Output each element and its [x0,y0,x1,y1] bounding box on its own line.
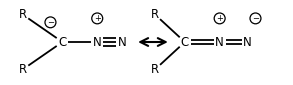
Text: N: N [243,36,252,49]
Text: −: − [252,14,259,23]
Circle shape [45,17,56,28]
Text: R: R [18,8,27,21]
Text: C: C [58,36,67,49]
Circle shape [214,13,225,24]
Text: −: − [47,18,54,27]
Text: N: N [93,36,102,49]
Text: R: R [151,8,159,21]
Text: +: + [94,14,101,23]
Circle shape [250,13,261,24]
Text: R: R [151,63,159,76]
Text: N: N [118,36,127,49]
Circle shape [92,13,103,24]
Text: R: R [18,63,27,76]
Text: C: C [181,36,189,49]
Text: N: N [215,36,224,49]
Text: +: + [216,14,223,23]
